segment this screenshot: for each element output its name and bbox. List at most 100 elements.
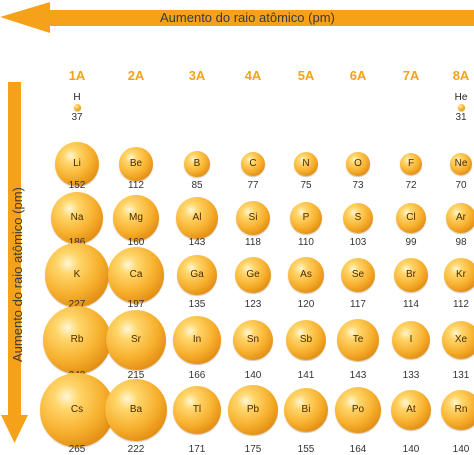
atomic-radius-value: 112 (128, 180, 144, 191)
atom-be (119, 147, 153, 181)
atomic-radius-value: 133 (402, 370, 420, 381)
atomic-radius-value: 152 (68, 180, 86, 191)
horizontal-axis-label: Aumento do raio atômico (pm) (160, 10, 335, 25)
element-symbol: Al (192, 212, 202, 223)
element-symbol: Ne (454, 158, 468, 169)
element-symbol: P (302, 212, 310, 223)
element-symbol: Ge (246, 269, 260, 280)
element-symbol: Rn (454, 404, 468, 415)
atomic-radius-value: 175 (244, 444, 262, 455)
vertical-axis-label: Aumento do raio atômico (pm) (10, 187, 25, 362)
atom-c (240, 151, 266, 177)
atomic-radius-value: 85 (191, 180, 203, 191)
element-symbol: In (192, 334, 202, 345)
element-symbol: B (193, 158, 201, 169)
element-symbol: Kr (456, 269, 466, 280)
atom-sb (285, 319, 327, 361)
atom-rb (42, 305, 112, 375)
element-symbol: Ar (456, 212, 466, 223)
atom-te (337, 319, 379, 361)
atom-se (340, 257, 376, 293)
atom-s (342, 202, 374, 234)
atomic-radius-value: 166 (188, 370, 206, 381)
atomic-radius-value: 131 (452, 370, 470, 381)
element-symbol: Xe (454, 334, 468, 345)
atom-bi (283, 387, 329, 433)
element-symbol: H (73, 92, 81, 103)
element-symbol: Br (406, 269, 416, 280)
atomic-radius-value: 143 (349, 370, 367, 381)
atom-tl (172, 385, 222, 435)
atom-o (346, 152, 370, 176)
atom-sn (232, 319, 274, 361)
element-symbol: Na (70, 212, 84, 223)
element-symbol: As (300, 269, 312, 280)
group-header-1a: 1A (68, 68, 86, 83)
atomic-radius-value: 155 (297, 444, 315, 455)
atomic-radius-value: 186 (62, 238, 92, 248)
atom-mg (113, 195, 159, 241)
atomic-radius-value: 171 (188, 444, 206, 455)
atom-f (399, 152, 423, 176)
element-symbol: Tl (192, 404, 202, 415)
atom-he (457, 103, 465, 111)
atom-cl (396, 203, 426, 233)
element-symbol: Sn (246, 334, 260, 345)
atom-ar (446, 203, 474, 233)
element-symbol: Te (352, 334, 364, 345)
atom-ca (108, 247, 164, 303)
element-symbol: Po (351, 404, 365, 415)
element-symbol: C (249, 158, 257, 169)
element-symbol: O (354, 158, 362, 169)
element-symbol: Bi (301, 404, 311, 415)
atom-b (183, 150, 211, 178)
element-symbol: Sb (299, 334, 313, 345)
atomic-radius-value: 160 (127, 237, 145, 248)
vertical-arrow (1, 82, 28, 443)
element-symbol: Li (73, 158, 81, 169)
atomic-radius-value: 118 (245, 237, 261, 248)
atom-k (45, 243, 109, 307)
group-header-5a: 5A (297, 68, 315, 83)
trend-arrows (0, 2, 474, 443)
atomic-radius-value: 143 (188, 237, 206, 248)
atomic-radius-value: 103 (349, 237, 367, 248)
element-symbol: Pb (246, 404, 260, 415)
atomic-radius-value: 117 (350, 299, 366, 310)
element-symbol: Ba (129, 404, 143, 415)
atomic-radius-value: 37 (71, 112, 83, 123)
atomic-radius-value: 215 (127, 370, 145, 381)
atomic-radius-value: 77 (247, 180, 259, 191)
atom-kr (444, 258, 474, 292)
element-symbol: Mg (129, 212, 143, 223)
element-symbol: Rb (70, 334, 84, 345)
atomic-radius-value: 114 (403, 299, 419, 310)
atomic-radius-value: 120 (297, 299, 315, 310)
atomic-radius-value: 98 (455, 237, 467, 248)
atom-as (288, 257, 324, 293)
atomic-radius-value: 164 (349, 444, 367, 455)
atomic-radius-value: 112 (453, 299, 469, 310)
group-header-6a: 6A (349, 68, 367, 83)
group-header-3a: 3A (188, 68, 206, 83)
element-symbol: Cl (406, 212, 416, 223)
element-symbol: At (406, 404, 416, 415)
atom-ne (449, 152, 473, 176)
element-symbol: Se (351, 269, 365, 280)
atomic-radius-value: 222 (127, 444, 145, 455)
atom-al (176, 197, 218, 239)
atom-i (391, 320, 431, 360)
element-symbol: S (354, 212, 362, 223)
atom-at (390, 389, 432, 431)
atom-ge (234, 256, 272, 294)
atom-in (173, 316, 221, 364)
atomic-radius-value: 99 (405, 237, 417, 248)
atomic-radius-value: 227 (68, 299, 86, 310)
element-symbol: Ga (190, 269, 204, 280)
atom-po (334, 386, 382, 434)
group-header-7a: 7A (402, 68, 420, 83)
atom-cs (40, 373, 114, 447)
element-symbol: He (454, 92, 468, 103)
element-symbol: Si (248, 212, 258, 223)
element-symbol: Cs (70, 404, 84, 415)
